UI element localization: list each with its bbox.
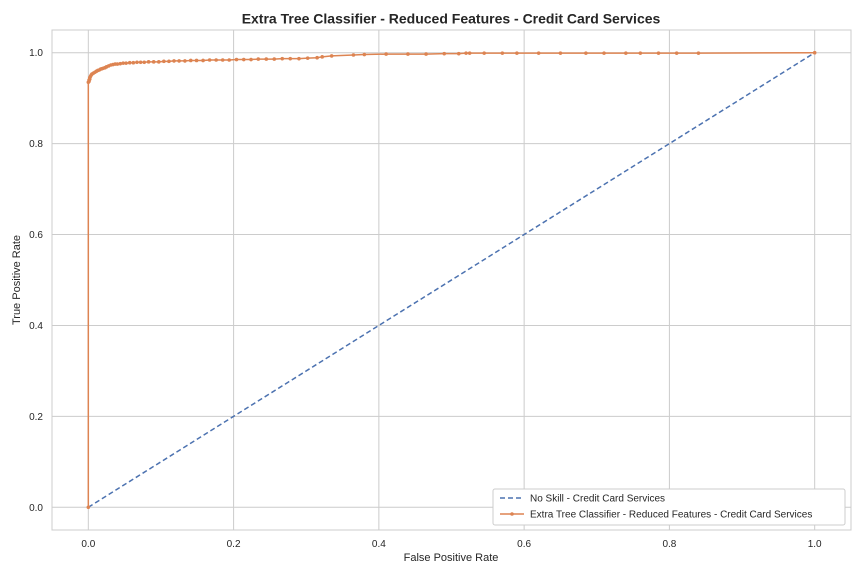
roc-point [172,59,176,63]
roc-point [142,60,147,65]
no-skill-line [87,52,816,508]
legend-label-extra-tree: Extra Tree Classifier - Reduced Features… [530,510,812,521]
roc-point [272,57,277,61]
y-tick-labels: 0.0 0.2 0.4 0.6 0.8 1.0 [29,48,43,514]
y-tick-label: 0.6 [29,230,43,241]
roc-point [249,57,253,62]
roc-point [362,52,367,57]
y-tick-label: 0.8 [29,139,43,150]
roc-point [812,50,817,55]
x-tick-label: 0.2 [227,539,241,550]
roc-point [227,58,232,62]
x-tick-label: 0.6 [517,539,531,550]
plot-frame [51,29,852,531]
roc-point [482,51,486,55]
roc-point [467,51,472,55]
roc-point [234,57,239,62]
roc-point [167,59,171,64]
roc-point [214,58,218,62]
roc-point [135,60,139,65]
series-layer [86,50,817,510]
roc-point [188,58,193,63]
x-axis-label: False Positive Rate [404,552,499,564]
roc-point [305,56,310,60]
roc-point [280,56,285,61]
x-tick-label: 0.4 [372,539,386,550]
roc-point [131,60,136,65]
roc-point [406,52,410,56]
roc-point [320,55,325,59]
x-tick-label: 0.8 [662,539,676,550]
x-tick-label: 1.0 [808,539,822,550]
roc-point [241,57,246,62]
roc-point [602,51,606,55]
roc-point [696,51,701,55]
roc-point [151,60,156,64]
roc-point [351,53,356,57]
roc-point [536,51,541,55]
roc-point [558,51,563,55]
legend: No Skill - Credit Card Services Extra Tr… [492,488,846,526]
roc-point [220,58,225,62]
roc-point [156,60,161,64]
roc-point [194,58,199,63]
chart-title: Extra Tree Classifier - Reduced Features… [242,11,661,27]
roc-point [124,61,128,65]
roc-point [656,51,661,55]
roc-point [424,52,428,56]
roc-point [121,61,125,65]
roc-point [288,56,293,61]
roc-point [584,51,588,55]
y-tick-label: 0.2 [29,412,43,423]
roc-point [456,51,461,56]
roc-point [86,505,91,510]
roc-point [118,61,123,66]
roc-point [115,62,120,66]
roc-point [384,52,388,56]
legend-box [492,488,846,526]
roc-point [264,57,269,61]
roc-point [138,60,143,65]
roc-point [500,51,505,55]
roc-point [329,54,334,58]
roc-point [127,60,132,65]
x-tick-labels: 0.0 0.2 0.4 0.6 0.8 1.0 [81,539,822,550]
roc-point [177,59,181,63]
y-tick-label: 1.0 [29,48,43,59]
roc-point [256,57,261,61]
y-tick-label: 0.4 [29,321,43,332]
roc-point [207,58,212,62]
roc-point [183,59,187,63]
roc-point [464,51,468,55]
roc-point [624,51,628,55]
roc-point [315,55,319,60]
roc-point [162,59,166,64]
roc-point [674,51,679,55]
plot-border [51,29,852,531]
roc-point [201,58,205,63]
legend-marker-extra-tree [510,512,514,516]
roc-point [515,51,519,55]
y-axis-label: True Positive Rate [11,235,23,325]
roc-point [638,51,643,55]
legend-label-no-skill: No Skill - Credit Card Services [530,494,665,505]
y-tick-label: 0.0 [29,503,43,514]
x-tick-label: 0.0 [81,539,95,550]
roc-point [146,60,151,64]
roc-point [442,51,447,56]
roc-point [297,56,301,61]
